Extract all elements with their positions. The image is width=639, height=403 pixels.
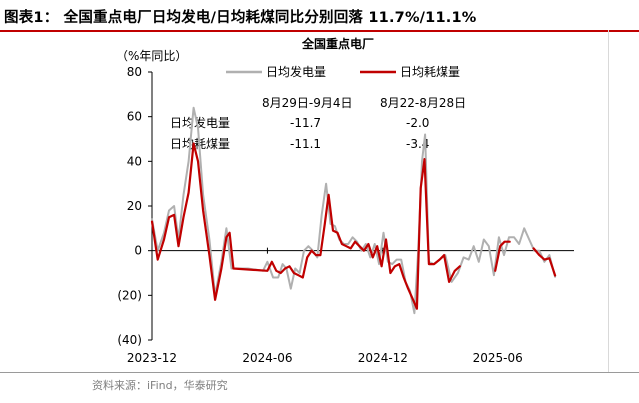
annotation-col1-header: 8月29日-9月4日 — [262, 96, 353, 110]
figure-title: 图表1： 全国重点电厂日均发电/日均耗煤同比分别回落 11.7%/11.1% — [4, 10, 477, 26]
annotation-row1-v1: -11.7 — [290, 116, 321, 130]
legend: 日均发电量 日均耗煤量 — [226, 64, 460, 79]
chart-title: 全国重点电厂 — [301, 36, 374, 51]
coal-series-line-0 — [150, 142, 461, 310]
y-tick-label: 40 — [127, 154, 142, 168]
x-axis: 2023-12 2024-06 2024-12 2025-06 — [127, 247, 574, 365]
y-tick-label: 80 — [127, 65, 142, 79]
x-tick-label: 2023-12 — [127, 351, 177, 365]
legend-gen-label: 日均发电量 — [266, 64, 326, 79]
gen-series-line-0 — [151, 106, 557, 315]
y-axis: 80 60 40 20 0 (20) (40) — [117, 65, 153, 347]
chart: 全国重点电厂 （%年同比） 日均发电量 日均耗煤量 8月29日-9月4日 8月2… — [116, 36, 574, 365]
annotation-row1-v2: -2.0 — [406, 116, 429, 130]
coal-series-line-1 — [494, 240, 511, 272]
annotation-table: 8月29日-9月4日 8月22-8月28日 日均发电量 -11.7 -2.0 日… — [170, 96, 466, 151]
annotation-col2-header: 8月22-8月28日 — [380, 96, 466, 110]
bottom-rule — [0, 372, 639, 373]
y-tick-label: 20 — [127, 199, 142, 213]
annotation-row2-v1: -11.1 — [290, 137, 321, 151]
y-tick-label: (20) — [117, 288, 142, 302]
y-tick-label: 0 — [134, 244, 142, 258]
coal-series-line-2 — [532, 247, 557, 277]
adjacent-figure-edge — [608, 30, 639, 372]
source-note: 资料来源：iFind，华泰研究 — [92, 379, 228, 392]
y-tick-label: (40) — [117, 333, 142, 347]
x-tick-label: 2024-12 — [358, 351, 408, 365]
series-layer — [150, 106, 557, 315]
title-rule — [0, 30, 639, 32]
y-unit-label: （%年同比） — [116, 49, 187, 63]
y-tick-label: 60 — [127, 110, 142, 124]
legend-coal-label: 日均耗煤量 — [400, 65, 460, 79]
annotation-row1-label: 日均发电量 — [170, 115, 230, 130]
chart-title-group: 全国重点电厂 （%年同比） — [116, 36, 374, 63]
x-tick-label: 2024-06 — [242, 351, 292, 365]
x-tick-label: 2025-06 — [473, 351, 523, 365]
